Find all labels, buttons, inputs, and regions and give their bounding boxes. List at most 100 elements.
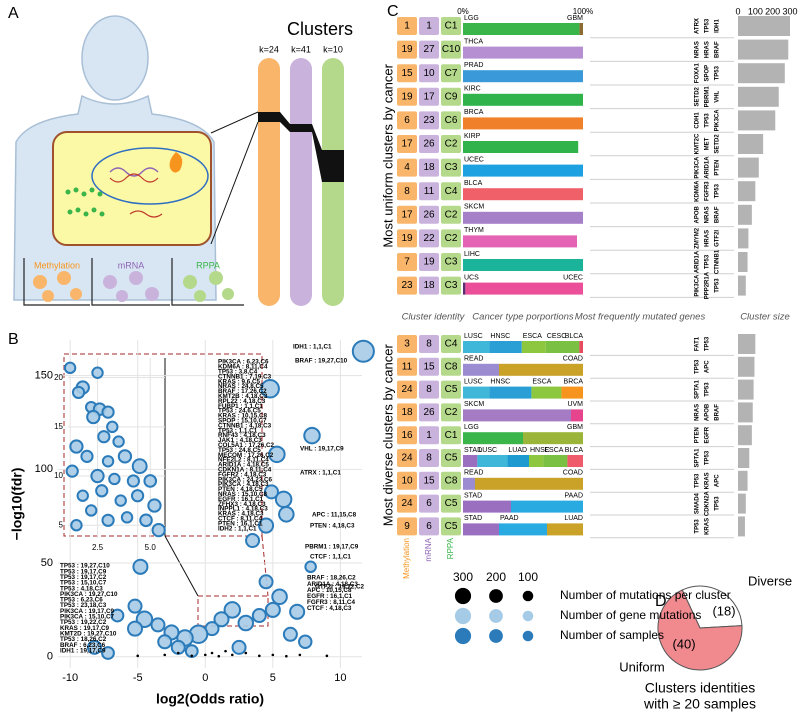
gene-annotation: KRAS : 9,6,C5 <box>218 378 260 385</box>
pie-slice <box>681 585 743 629</box>
proportion-segment <box>561 386 583 399</box>
point <box>303 426 321 445</box>
legend-size-label: 300 <box>453 570 473 584</box>
proportion-segment <box>543 455 568 467</box>
gene-label: APOB <box>695 205 701 223</box>
cancer-label: THYM <box>464 227 484 234</box>
proportion-segment <box>463 386 490 399</box>
gene-annotation: KMT2D : 19,27,C10 <box>60 630 117 637</box>
identity-value: 9 <box>404 521 410 532</box>
proportion-segment <box>463 523 499 536</box>
identity-value: C5 <box>445 521 458 532</box>
gene-annotation: CTCF : 8,11,C4 <box>218 515 263 522</box>
cancer-label: ESCA <box>544 447 563 454</box>
identity-value: 4 <box>404 162 410 173</box>
point <box>90 468 105 484</box>
gene-annotation: APC : 10,15,C8 <box>307 587 352 594</box>
identity-value: C2 <box>445 139 458 150</box>
point <box>117 449 133 464</box>
point <box>298 653 302 657</box>
legend-label: Number of samples <box>560 628 664 642</box>
rna <box>129 210 163 218</box>
gene-annotation: VHL : 19,17,C9 <box>300 446 344 453</box>
identity-box <box>441 87 461 106</box>
cancer-label: BRCA <box>564 378 584 385</box>
size-bar <box>738 181 756 202</box>
identity-value: 27 <box>423 44 435 55</box>
gene-label: KRAS <box>705 472 711 489</box>
prop-tick-label: 100% <box>573 7 593 16</box>
point <box>224 649 227 653</box>
point <box>245 533 261 549</box>
legend-size-label: 200 <box>486 570 506 584</box>
flow <box>322 150 344 182</box>
identity-value: 1 <box>426 430 432 441</box>
identity-value: 17 <box>401 139 413 150</box>
gene-label: TP53 <box>705 254 711 269</box>
point <box>101 646 115 660</box>
point <box>278 506 295 523</box>
point <box>139 513 153 528</box>
gene-annotation: JAK1 : 4,18,C3 <box>218 437 262 444</box>
proportion-segment <box>571 409 583 422</box>
size-bar <box>738 134 764 154</box>
gene-annotation: ARID1A : 4,18,C5 <box>218 462 269 469</box>
y-tick-label: 5 <box>59 520 64 529</box>
proportion-segment <box>511 500 583 513</box>
point <box>126 620 144 637</box>
gene-label: HRAS <box>705 230 711 247</box>
point <box>80 449 94 463</box>
proportion-segment <box>507 455 529 467</box>
cancer-label: GBM <box>567 424 583 431</box>
point <box>101 455 115 468</box>
proportion-segment <box>475 477 583 490</box>
identity-value: C2 <box>445 209 458 220</box>
cancer-label: LUSC <box>464 333 483 340</box>
proportion-segment <box>465 282 583 295</box>
proportion-segment <box>529 455 544 467</box>
panel-label: A <box>8 5 19 22</box>
size-bar <box>738 204 752 225</box>
point <box>210 651 214 655</box>
cancer-label: STAD <box>464 447 482 454</box>
point <box>351 339 375 363</box>
cancer-label: PAAD <box>564 492 583 499</box>
identity-box <box>419 471 439 490</box>
proportion-segment <box>545 341 580 353</box>
panel-label: D <box>655 593 667 610</box>
size-bar <box>738 275 746 296</box>
identity-value: 15 <box>423 475 435 486</box>
identity-box <box>419 40 439 59</box>
x-tick-label: 10 <box>334 672 346 684</box>
gene-annotation: GTF2I : 19,22,C2 <box>315 584 364 591</box>
cancer-label: STAD <box>464 492 482 499</box>
gene-label: TP53 <box>715 496 721 511</box>
size-bar <box>738 16 790 36</box>
gene-annotation: FGFR2 : 4,18,C3 <box>218 471 267 478</box>
point <box>132 558 149 575</box>
omics-label: Methylation <box>34 260 80 270</box>
gene-annotation: PIK3CA : 6,23,C6 <box>218 359 269 366</box>
gene-label: SETD2 <box>695 86 701 106</box>
gene-label: PPP2R1A <box>705 271 711 299</box>
gene-annotation: MECOM : 17,26,C2 <box>218 452 274 459</box>
legend-swatch <box>454 627 472 645</box>
size-bar <box>738 228 749 249</box>
proportion-segment <box>463 341 490 353</box>
identity-value: 19 <box>401 44 413 55</box>
gene-annotation: NRAS : 15,10,C8 <box>218 491 267 498</box>
point <box>230 653 234 657</box>
proportion-segment <box>463 477 475 490</box>
size-tick-label: 200 <box>765 6 780 16</box>
gene-annotation: PBRM1 : 19,17,C9 <box>305 544 359 551</box>
gene-annotation: FUBP1 : 1,1,C1 <box>218 403 263 410</box>
gene-annotation: PIK3CA : 19,17,C9 <box>60 608 115 615</box>
identity-box <box>419 111 439 130</box>
gene-annotation: IDH2 : 1,1,C1 <box>218 525 257 532</box>
proportion-segment <box>499 523 547 536</box>
gene-label: PIK3CA <box>695 274 701 297</box>
identity-value: 1 <box>404 21 410 32</box>
proportion-segment <box>579 341 583 353</box>
cancer-label: ESCA <box>523 333 542 340</box>
point <box>258 654 261 658</box>
